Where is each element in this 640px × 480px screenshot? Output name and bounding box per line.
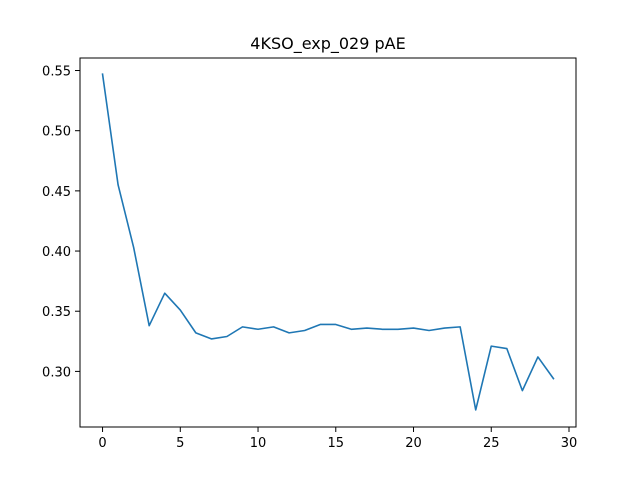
x-tick-label: 30 <box>561 436 578 451</box>
x-tick-label: 15 <box>328 436 345 451</box>
axis-ticks: 0 5 10 15 20 25 30 0.30 0.35 0.40 0.45 0.50 0.55 <box>42 65 577 451</box>
x-tick-label: 5 <box>176 436 184 451</box>
y-tick-label: 0.45 <box>42 185 71 200</box>
series-layer <box>101 73 555 411</box>
x-tick-label: 20 <box>405 436 422 451</box>
y-tick-label: 0.30 <box>42 365 71 380</box>
chart-title: 4KSO_exp_029 pAE <box>250 34 405 54</box>
plot-frame <box>79 57 577 428</box>
y-tick-label: 0.50 <box>42 125 71 140</box>
y-tick-label: 0.35 <box>42 305 71 320</box>
series-line <box>101 73 555 411</box>
x-tick-label: 10 <box>250 436 267 451</box>
x-tick-label: 25 <box>483 436 500 451</box>
y-tick-label: 0.40 <box>42 245 71 260</box>
y-tick-label: 0.55 <box>42 65 71 80</box>
x-tick-label: 0 <box>98 436 106 451</box>
